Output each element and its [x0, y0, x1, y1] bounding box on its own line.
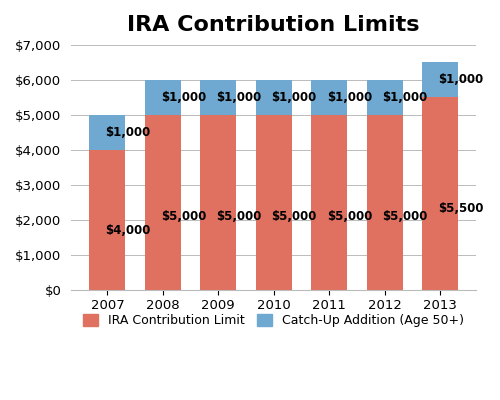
Bar — [200, 80, 236, 115]
Bar — [90, 115, 126, 150]
Bar — [256, 115, 292, 290]
Bar — [145, 80, 181, 115]
Text: $1,000: $1,000 — [327, 91, 372, 104]
Text: $4,000: $4,000 — [105, 224, 150, 238]
Text: $5,000: $5,000 — [272, 210, 317, 223]
Bar — [422, 62, 458, 97]
Text: $1,000: $1,000 — [216, 91, 262, 104]
Text: $1,000: $1,000 — [105, 126, 150, 139]
Text: $5,000: $5,000 — [382, 210, 428, 223]
Bar — [366, 115, 402, 290]
Text: $5,500: $5,500 — [438, 202, 484, 215]
Text: $5,000: $5,000 — [160, 210, 206, 223]
Title: IRA Contribution Limits: IRA Contribution Limits — [128, 15, 420, 35]
Text: $1,000: $1,000 — [272, 91, 316, 104]
Bar — [366, 80, 402, 115]
Bar — [311, 80, 347, 115]
Text: $1,000: $1,000 — [382, 91, 428, 104]
Bar — [256, 80, 292, 115]
Text: $5,000: $5,000 — [327, 210, 372, 223]
Legend: IRA Contribution Limit, Catch-Up Addition (Age 50+): IRA Contribution Limit, Catch-Up Additio… — [78, 309, 469, 332]
Text: $1,000: $1,000 — [160, 91, 206, 104]
Text: $5,000: $5,000 — [216, 210, 262, 223]
Bar — [145, 115, 181, 290]
Bar — [311, 115, 347, 290]
Bar — [90, 150, 126, 290]
Bar — [422, 97, 458, 290]
Bar — [200, 115, 236, 290]
Text: $1,000: $1,000 — [438, 73, 483, 86]
